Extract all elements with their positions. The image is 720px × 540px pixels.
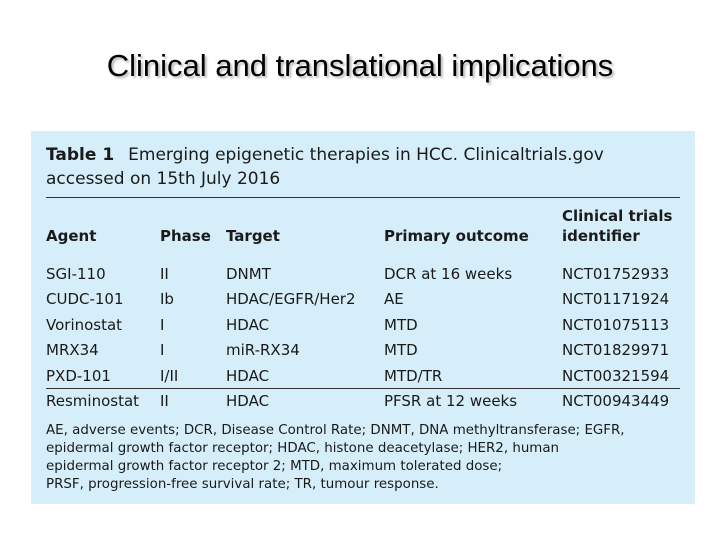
cell-target: HDAC xyxy=(226,391,270,410)
cell-identifier: NCT00321594 xyxy=(562,366,670,385)
cell-target: HDAC/EGFR/Her2 xyxy=(226,290,356,309)
table-body: SGI-110 II DNMT DCR at 16 weeks NCT01752… xyxy=(31,263,695,415)
footnote-line: PRSF, progression-free survival rate; TR… xyxy=(46,477,439,492)
table-row: CUDC-101 Ib HDAC/EGFR/Her2 AE NCT0117192… xyxy=(31,288,695,313)
table-header-row: Agent Phase Target Primary outcome Clini… xyxy=(31,204,695,246)
cell-target: DNMT xyxy=(226,265,271,283)
cell-outcome: DCR at 16 weeks xyxy=(384,265,513,283)
header-identifier: Clinical trials identifier xyxy=(562,206,672,246)
cell-phase: I xyxy=(160,341,165,360)
header-target: Target xyxy=(226,227,280,245)
table-top-rule xyxy=(46,197,680,198)
table-row: MRX34 I miR-RX34 MTD NCT01829971 xyxy=(31,339,695,364)
cell-agent: PXD-101 xyxy=(46,366,111,385)
cell-identifier: NCT01752933 xyxy=(562,265,670,283)
header-primary-outcome: Primary outcome xyxy=(384,227,529,245)
cell-phase: I/II xyxy=(160,366,179,385)
cell-outcome: MTD xyxy=(384,315,418,334)
cell-identifier: NCT01171924 xyxy=(562,290,670,309)
table-panel: Table 1 Emerging epigenetic therapies in … xyxy=(31,131,695,504)
cell-identifier: NCT01829971 xyxy=(562,341,670,360)
header-identifier-line-1: Clinical trials xyxy=(562,207,673,225)
caption-line-1: Table 1 Emerging epigenetic therapies in … xyxy=(46,143,686,167)
cell-phase: II xyxy=(160,265,169,283)
cell-target: HDAC xyxy=(226,366,270,385)
header-phase: Phase xyxy=(160,227,211,245)
footnote-line: AE, adverse events; DCR, Disease Control… xyxy=(46,423,625,438)
cell-identifier: NCT00943449 xyxy=(562,391,670,410)
table-caption: Table 1 Emerging epigenetic therapies in … xyxy=(46,143,686,191)
table-row: Vorinostat I HDAC MTD NCT01075113 xyxy=(31,314,695,339)
cell-outcome: PFSR at 12 weeks xyxy=(384,391,518,410)
cell-agent: Resminostat xyxy=(46,391,140,410)
table-label: Table 1 xyxy=(46,145,115,165)
slide-title: Clinical and translational implications xyxy=(106,48,614,83)
cell-agent: SGI-110 xyxy=(46,265,106,283)
caption-line-2: accessed on 15th July 2016 xyxy=(46,169,281,189)
cell-target: HDAC xyxy=(226,315,270,334)
cell-outcome: MTD xyxy=(384,341,418,360)
header-agent: Agent xyxy=(46,227,97,245)
footnote-line: epidermal growth factor receptor 2; MTD,… xyxy=(46,459,503,474)
table-footnote: AE, adverse events; DCR, Disease Control… xyxy=(46,422,692,494)
cell-outcome: AE xyxy=(384,290,404,309)
cell-agent: Vorinostat xyxy=(46,315,123,334)
table-row: Resminostat II HDAC PFSR at 12 weeks NCT… xyxy=(31,390,695,415)
caption-text: Emerging epigenetic therapies in HCC. Cl… xyxy=(128,145,604,165)
cell-agent: MRX34 xyxy=(46,341,99,360)
table-row: SGI-110 II DNMT DCR at 16 weeks NCT01752… xyxy=(31,263,695,288)
cell-phase: II xyxy=(160,391,169,410)
cell-phase: Ib xyxy=(160,290,174,309)
cell-target: miR-RX34 xyxy=(226,341,300,360)
footnote-line: epidermal growth factor receptor; HDAC, … xyxy=(46,441,560,456)
table-row: PXD-101 I/II HDAC MTD/TR NCT00321594 xyxy=(31,365,695,390)
header-identifier-line-2: identifier xyxy=(562,227,640,245)
table-bottom-rule xyxy=(46,388,680,389)
cell-phase: I xyxy=(160,315,165,334)
cell-outcome: MTD/TR xyxy=(384,366,443,385)
cell-agent: CUDC-101 xyxy=(46,290,124,309)
cell-identifier: NCT01075113 xyxy=(562,315,670,334)
